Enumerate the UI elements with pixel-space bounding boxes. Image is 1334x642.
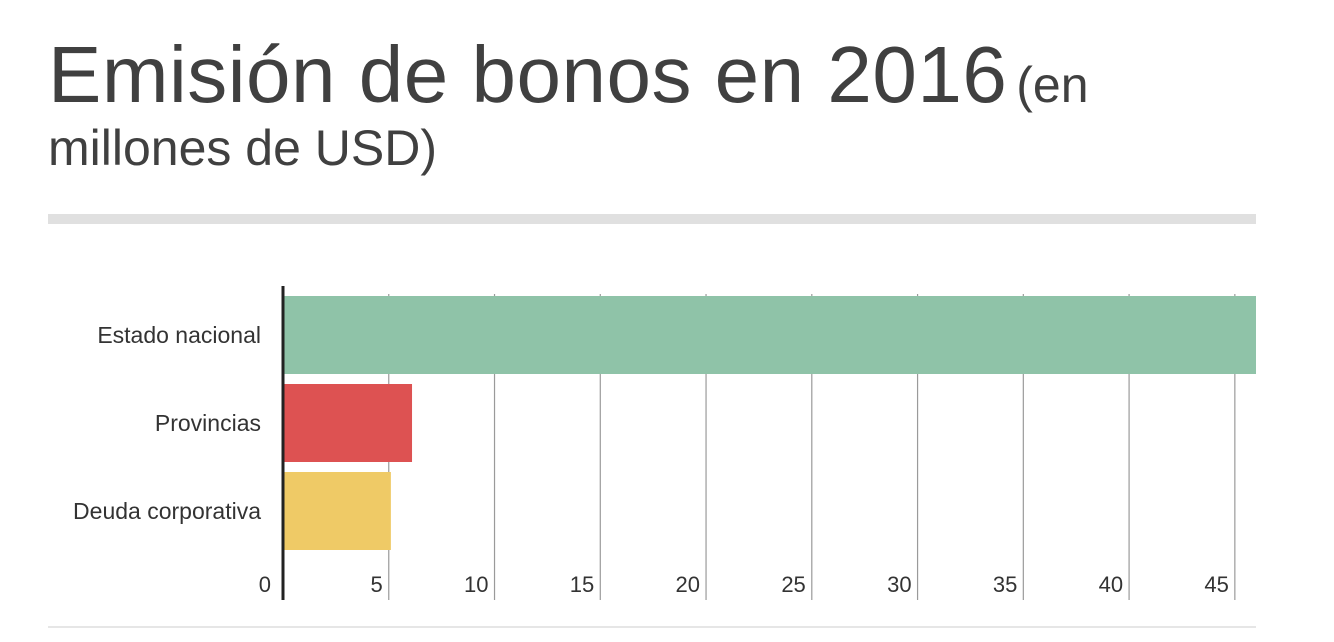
bar-provincias [283,384,413,462]
tick-label-25: 25 [781,572,805,597]
tick-label-40: 40 [1099,572,1123,597]
category-labels: Estado nacional Provincias Deuda corporati… [73,322,261,524]
tick-label-10: 10 [464,572,488,597]
tick-labels: 0 5 10 15 20 25 30 35 40 45 [259,572,1229,597]
title-divider [48,214,1256,224]
bar-estado-nacional [283,296,1256,374]
tick-label-5: 5 [371,572,383,597]
tick-label-0: 0 [259,572,271,597]
chart-subtitle: (en millones de USD) [48,57,1089,176]
bar-deuda-corporativa [283,472,391,550]
chart-title-main: Emisión de bonos en 2016 [48,30,1008,119]
footer-divider [48,626,1256,628]
bars [283,296,1256,550]
tick-label-15: 15 [570,572,594,597]
chart-title: Emisión de bonos en 2016 (en millones de… [48,30,1248,176]
tick-label-20: 20 [676,572,700,597]
tick-label-35: 35 [993,572,1017,597]
tick-label-45: 45 [1204,572,1228,597]
category-label-provincias: Provincias [155,410,261,436]
category-label-deuda-corporativa: Deuda corporativa [73,498,261,524]
tick-label-30: 30 [887,572,911,597]
category-label-estado-nacional: Estado nacional [97,322,261,348]
